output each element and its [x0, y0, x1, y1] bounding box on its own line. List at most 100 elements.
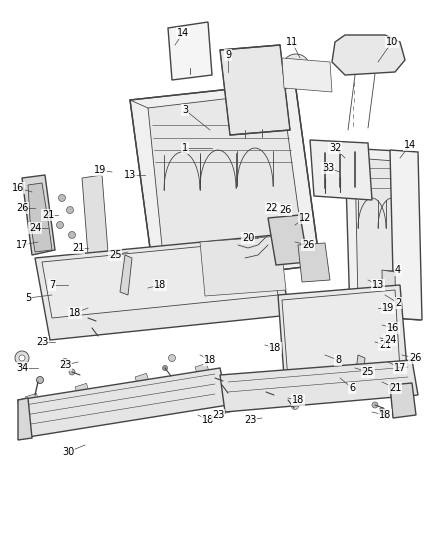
Text: 19: 19 [94, 165, 106, 175]
Text: 16: 16 [387, 323, 399, 333]
Circle shape [102, 279, 114, 291]
Text: 18: 18 [269, 343, 281, 353]
Circle shape [92, 215, 98, 221]
Text: 21: 21 [379, 340, 391, 350]
Text: 30: 30 [62, 447, 74, 457]
Text: 17: 17 [16, 240, 28, 250]
Circle shape [311, 67, 321, 77]
Circle shape [61, 359, 68, 366]
Polygon shape [220, 45, 290, 135]
Text: 19: 19 [382, 303, 394, 313]
Circle shape [372, 402, 378, 408]
Text: 12: 12 [299, 213, 311, 223]
Text: 21: 21 [389, 383, 401, 393]
Circle shape [15, 351, 29, 365]
Circle shape [19, 355, 25, 361]
Text: 5: 5 [25, 293, 31, 303]
Text: 14: 14 [177, 28, 189, 38]
Text: 26: 26 [409, 353, 421, 363]
Text: 13: 13 [372, 280, 384, 290]
Bar [25, 393, 39, 405]
Text: 3: 3 [182, 105, 188, 115]
Circle shape [273, 228, 297, 252]
Text: 24: 24 [29, 223, 41, 233]
Polygon shape [148, 92, 305, 275]
Circle shape [386, 292, 392, 298]
Circle shape [89, 326, 95, 330]
Polygon shape [82, 175, 108, 255]
Circle shape [282, 54, 310, 82]
Circle shape [67, 206, 74, 214]
Ellipse shape [313, 326, 357, 354]
Polygon shape [18, 368, 228, 438]
Text: 18: 18 [379, 410, 391, 420]
Circle shape [263, 389, 269, 395]
Text: 34: 34 [16, 363, 28, 373]
Circle shape [68, 231, 75, 238]
Circle shape [379, 408, 385, 413]
Circle shape [336, 148, 344, 156]
Text: 1: 1 [182, 143, 188, 153]
Polygon shape [355, 158, 412, 308]
Polygon shape [282, 58, 332, 92]
Circle shape [400, 171, 408, 179]
Circle shape [286, 398, 290, 402]
Text: 14: 14 [404, 140, 416, 150]
Polygon shape [168, 22, 212, 80]
Text: 23: 23 [59, 360, 71, 370]
Text: 32: 32 [329, 143, 341, 153]
Text: 23: 23 [244, 415, 256, 425]
Text: 7: 7 [49, 280, 55, 290]
Circle shape [322, 175, 328, 181]
Circle shape [288, 60, 304, 76]
Text: 33: 33 [322, 163, 334, 173]
Bar [195, 364, 209, 375]
Polygon shape [298, 243, 330, 282]
Circle shape [186, 61, 194, 69]
Text: 9: 9 [225, 50, 231, 60]
Polygon shape [220, 360, 418, 412]
Text: 20: 20 [242, 233, 254, 243]
Text: 23: 23 [212, 410, 224, 420]
Text: 4: 4 [395, 265, 401, 275]
Circle shape [69, 369, 75, 375]
Text: 16: 16 [12, 183, 24, 193]
Polygon shape [390, 383, 416, 418]
Circle shape [318, 325, 338, 345]
Text: 6: 6 [349, 383, 355, 393]
Polygon shape [42, 240, 278, 318]
Polygon shape [332, 35, 405, 75]
Circle shape [57, 222, 64, 229]
Text: 18: 18 [154, 280, 166, 290]
Circle shape [59, 195, 66, 201]
Polygon shape [382, 270, 396, 322]
Polygon shape [310, 140, 372, 200]
Circle shape [254, 384, 261, 392]
Text: 21: 21 [42, 210, 54, 220]
Polygon shape [268, 215, 308, 265]
Text: 25: 25 [109, 250, 121, 260]
Circle shape [386, 305, 392, 311]
Circle shape [92, 229, 98, 235]
Circle shape [351, 148, 359, 156]
Polygon shape [354, 355, 365, 390]
Text: 17: 17 [394, 363, 406, 373]
Circle shape [321, 149, 329, 157]
Text: 18: 18 [69, 308, 81, 318]
Polygon shape [282, 290, 400, 380]
Text: 2: 2 [395, 298, 401, 308]
Bar [75, 383, 89, 394]
Circle shape [169, 354, 176, 361]
Text: 21: 21 [72, 243, 84, 253]
Polygon shape [35, 235, 290, 340]
Circle shape [219, 383, 225, 387]
Circle shape [85, 315, 91, 321]
Polygon shape [200, 236, 286, 296]
Polygon shape [130, 82, 320, 285]
Circle shape [36, 376, 43, 384]
Circle shape [305, 253, 323, 271]
Bar [135, 373, 149, 385]
Polygon shape [28, 183, 52, 252]
Text: 24: 24 [384, 335, 396, 345]
Polygon shape [345, 148, 420, 320]
